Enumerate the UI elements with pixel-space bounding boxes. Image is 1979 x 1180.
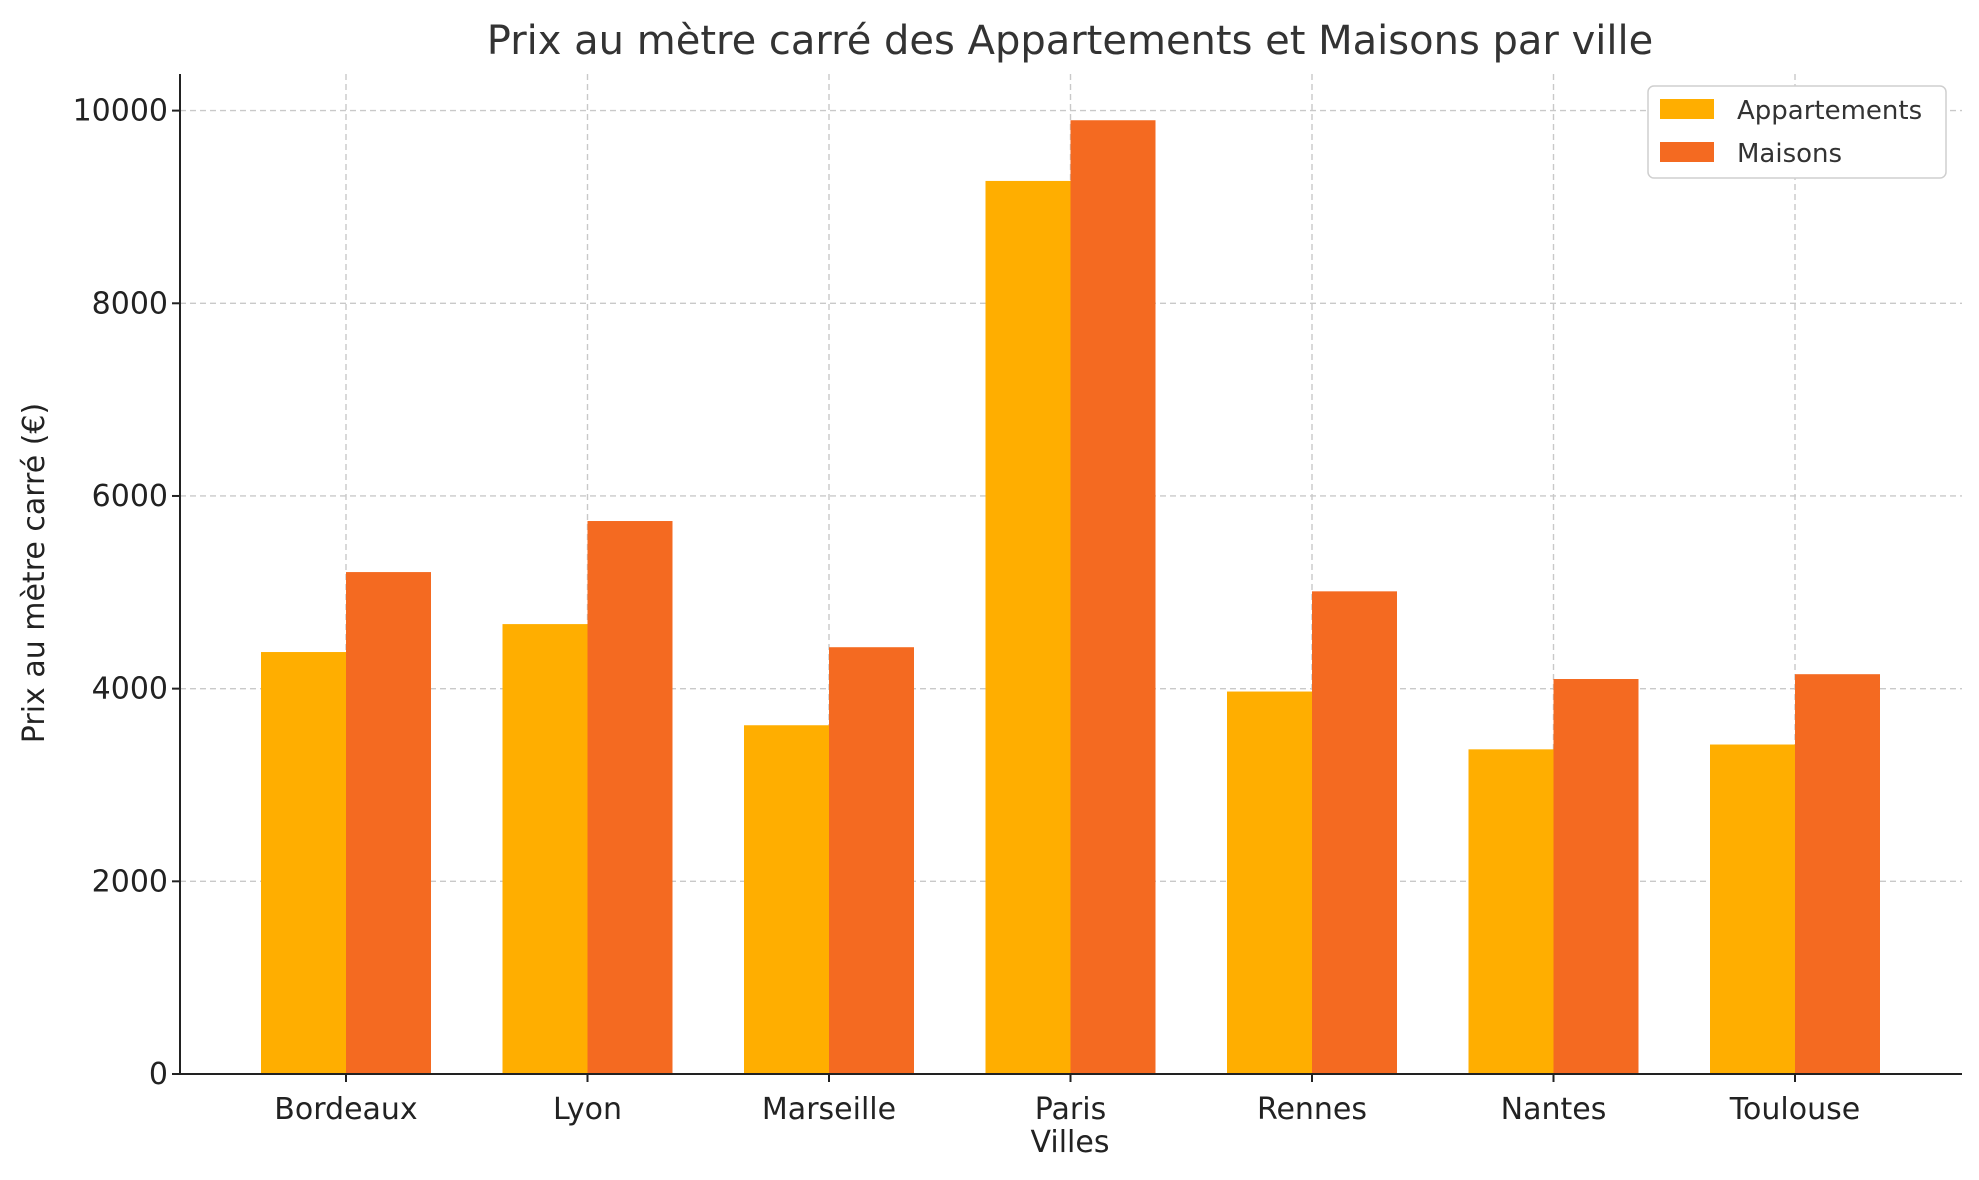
- bar-maisons-rennes: [1312, 591, 1397, 1074]
- y-tick-label: 2000: [92, 864, 168, 899]
- legend: Appartements Maisons: [1647, 85, 1947, 179]
- bar-appartements-nantes: [1468, 749, 1554, 1074]
- legend-frame: [1647, 85, 1947, 179]
- y-tick-label: 0: [149, 1057, 168, 1092]
- legend-label-maisons: Maisons: [1737, 139, 1842, 169]
- legend-swatch-maisons: [1660, 142, 1714, 162]
- bar-maisons-bordeaux: [346, 572, 431, 1074]
- bar-appartements-toulouse: [1710, 744, 1795, 1074]
- bar-appartements-marseille: [744, 725, 829, 1074]
- y-tick-label: 6000: [92, 479, 168, 514]
- bar-appartements-paris: [985, 180, 1071, 1075]
- y-tick-label: 8000: [92, 286, 168, 321]
- y-tick-label: 4000: [92, 672, 168, 707]
- y-axis-label: Prix au mètre carré (€): [17, 403, 52, 743]
- x-tick-label: Rennes: [1257, 1092, 1367, 1127]
- y-tick-label: 10000: [73, 94, 168, 129]
- bars-layer: [261, 120, 1880, 1075]
- chart-title: Prix au mètre carré des Appartements et …: [487, 18, 1653, 64]
- bar-maisons-nantes: [1553, 679, 1639, 1074]
- x-tick-label: Lyon: [553, 1092, 622, 1127]
- legend-swatch-appartements: [1660, 99, 1714, 119]
- bar-appartements-rennes: [1227, 691, 1312, 1074]
- x-axis-label: Villes: [1031, 1125, 1110, 1160]
- bar-maisons-toulouse: [1795, 674, 1880, 1074]
- x-tick-label: Marseille: [762, 1092, 896, 1127]
- bar-maisons-lyon: [587, 521, 673, 1074]
- legend-label-appartements: Appartements: [1737, 96, 1922, 126]
- x-tick-label: Nantes: [1501, 1092, 1607, 1127]
- bar-maisons-paris: [1070, 120, 1156, 1074]
- bar-appartements-bordeaux: [261, 652, 346, 1074]
- bar-maisons-marseille: [829, 647, 914, 1074]
- x-tick-label: Bordeaux: [274, 1092, 417, 1127]
- x-tick-label: Toulouse: [1729, 1092, 1860, 1127]
- bar-appartements-lyon: [502, 624, 588, 1074]
- x-tick-label: Paris: [1035, 1092, 1106, 1127]
- ticks-layer: 0 2000 4000 6000 8000 10000 Bordeaux Lyon Marsei…: [73, 94, 1861, 1127]
